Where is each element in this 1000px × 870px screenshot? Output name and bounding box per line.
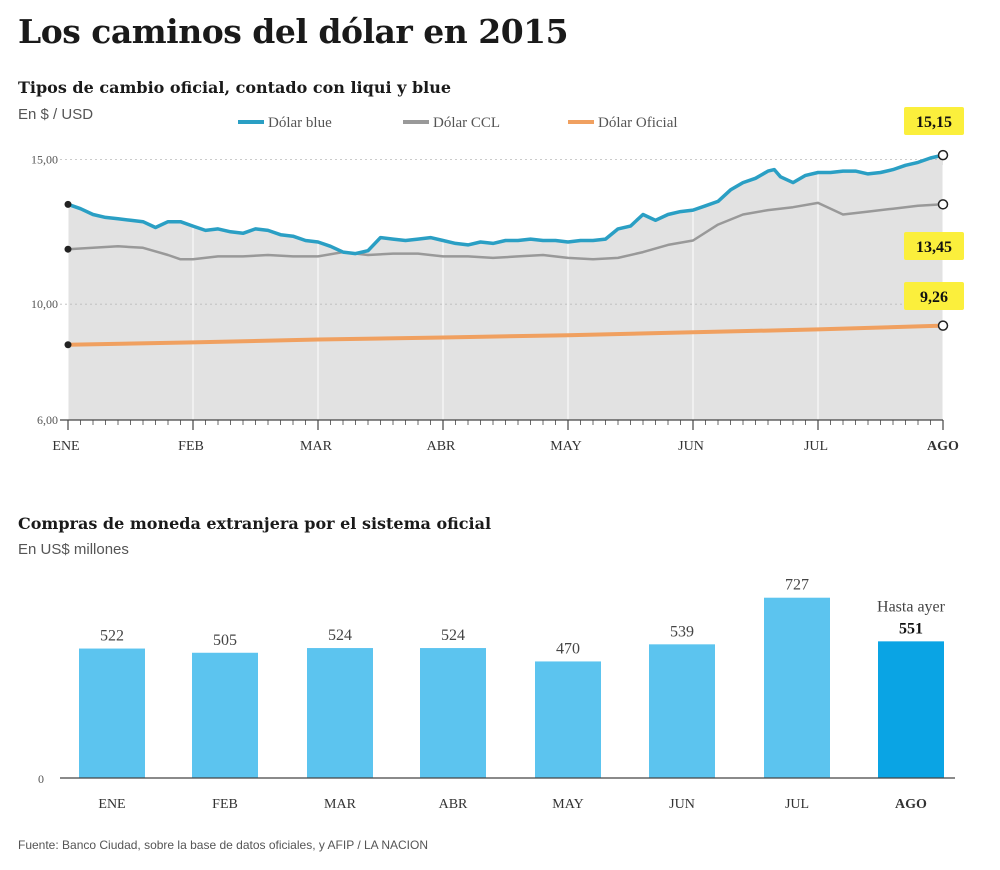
x-tick-label: ABR (427, 439, 456, 454)
bar-value-label: 727 (785, 577, 809, 594)
value-highlight (904, 282, 964, 310)
legend-entry: Dólar CCL (433, 115, 500, 131)
line-chart: 15,00 10,00 6,00 ENE FEB MAR ABR MAY JUN JUL AGO 15… (31, 107, 964, 454)
x-tick-label: AGO (895, 797, 927, 812)
bar (535, 661, 601, 778)
y-tick-label: 6,00 (37, 413, 58, 427)
bar-annotation: Hasta ayer (877, 598, 946, 615)
bar-value-label: 524 (441, 627, 465, 644)
source-note: Fuente: Banco Ciudad, sobre la base de d… (18, 838, 429, 852)
bar-value-label: 539 (670, 623, 694, 640)
series-start-point (64, 200, 72, 208)
x-tick-label: JUN (678, 439, 704, 454)
bar (79, 648, 145, 778)
bar-value-label: 522 (100, 628, 124, 645)
series-end-point (937, 320, 949, 331)
series-start-point (64, 341, 72, 349)
series-end-point (937, 149, 949, 161)
y-tick-label: 15,00 (31, 152, 58, 166)
x-tick-label: FEB (212, 797, 238, 812)
value-highlight (904, 107, 964, 135)
y-tick-label: 10,00 (31, 297, 58, 311)
y-tick-label: 0 (38, 772, 44, 786)
chart-title: Los caminos del dólar en 2015 (18, 12, 569, 51)
series-end-point (937, 199, 949, 210)
bar-value-label: 524 (328, 627, 352, 644)
bar-chart-subtitle: Compras de moneda extranjera por el sist… (18, 514, 492, 533)
bar-chart-unit: En US$ millones (18, 541, 129, 558)
x-tick-label: FEB (178, 439, 204, 454)
x-tick-label: ABR (439, 797, 468, 812)
bar-value-label: 470 (556, 640, 580, 657)
x-tick-label: MAY (550, 439, 581, 454)
bar-value-label: 505 (213, 632, 237, 649)
bar (192, 652, 258, 778)
bar-value-label: 551 (899, 620, 923, 637)
end-value-label: 9,26 (920, 289, 948, 306)
series-start-point (64, 245, 72, 253)
bar (878, 641, 944, 778)
end-value-label: 15,15 (916, 114, 952, 131)
line-chart-unit: En $ / USD (18, 106, 94, 123)
series-line (67, 323, 944, 347)
x-tick-label: AGO (927, 439, 959, 454)
x-tick-label: MAY (552, 797, 583, 812)
series-line (67, 153, 944, 256)
value-highlight (904, 232, 964, 260)
bar (764, 597, 830, 778)
legend-entry: Dólar Oficial (598, 115, 678, 131)
x-tick-label: JUN (669, 797, 695, 812)
x-tick-label: JUL (785, 797, 809, 812)
x-tick-label: MAR (324, 797, 357, 812)
legend-entry: Dólar blue (268, 115, 332, 131)
x-tick-label: ENE (52, 439, 79, 454)
blue-area-fill (68, 155, 943, 420)
x-tick-label: ENE (98, 797, 125, 812)
x-tick-label: MAR (300, 439, 333, 454)
bar-chart: 0 522 ENE 505 FEB 524 MAR 524 ABR 470 MAY 539 JUN 727… (38, 577, 955, 812)
bar (307, 648, 373, 778)
bar (420, 648, 486, 778)
end-value-label: 13,45 (916, 239, 952, 256)
line-chart-subtitle: Tipos de cambio oficial, contado con liq… (18, 78, 452, 97)
x-tick-label: JUL (804, 439, 828, 454)
series-line (67, 201, 944, 261)
bar (649, 644, 715, 778)
